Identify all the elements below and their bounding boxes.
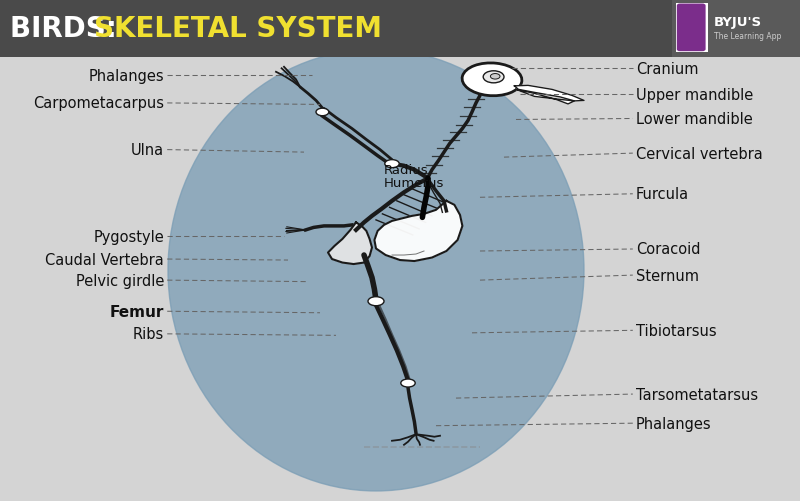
Ellipse shape — [401, 379, 415, 387]
Text: Ulna: Ulna — [131, 143, 164, 158]
Ellipse shape — [368, 297, 384, 306]
Text: BYJU'S: BYJU'S — [714, 17, 762, 29]
FancyBboxPatch shape — [672, 0, 800, 58]
Text: Pelvic girdle: Pelvic girdle — [76, 273, 164, 288]
Ellipse shape — [385, 160, 399, 168]
FancyBboxPatch shape — [676, 4, 708, 53]
Text: Lower mandible: Lower mandible — [636, 112, 753, 127]
Polygon shape — [374, 201, 462, 262]
Ellipse shape — [316, 109, 329, 116]
Text: Phalanges: Phalanges — [636, 416, 712, 431]
Text: Humerus: Humerus — [384, 176, 444, 189]
Text: Caudal Vertebra: Caudal Vertebra — [46, 252, 164, 267]
Ellipse shape — [462, 64, 522, 97]
Text: Furcula: Furcula — [636, 187, 689, 202]
Text: Ribs: Ribs — [133, 327, 164, 342]
Polygon shape — [328, 223, 372, 265]
Ellipse shape — [490, 74, 500, 80]
Ellipse shape — [483, 72, 504, 84]
Polygon shape — [514, 86, 584, 102]
Text: Tarsometatarsus: Tarsometatarsus — [636, 387, 758, 402]
Text: Carpometacarpus: Carpometacarpus — [33, 96, 164, 111]
Text: Femur: Femur — [110, 304, 164, 319]
Text: BIRDS:: BIRDS: — [10, 15, 127, 43]
Text: The Learning App: The Learning App — [714, 32, 781, 41]
Text: Tibiotarsus: Tibiotarsus — [636, 323, 717, 338]
Text: Pygostyle: Pygostyle — [94, 229, 164, 244]
Text: Phalanges: Phalanges — [88, 69, 164, 84]
Text: Cervical vertebra: Cervical vertebra — [636, 146, 762, 161]
FancyBboxPatch shape — [677, 5, 706, 52]
Text: Sternum: Sternum — [636, 268, 699, 283]
FancyBboxPatch shape — [0, 0, 800, 58]
Text: SKELETAL SYSTEM: SKELETAL SYSTEM — [94, 15, 382, 43]
Text: Coracoid: Coracoid — [636, 242, 701, 257]
Text: Radius: Radius — [384, 164, 429, 177]
Text: Cranium: Cranium — [636, 62, 698, 77]
Text: Upper mandible: Upper mandible — [636, 88, 754, 103]
Ellipse shape — [168, 50, 584, 491]
Polygon shape — [516, 90, 574, 105]
